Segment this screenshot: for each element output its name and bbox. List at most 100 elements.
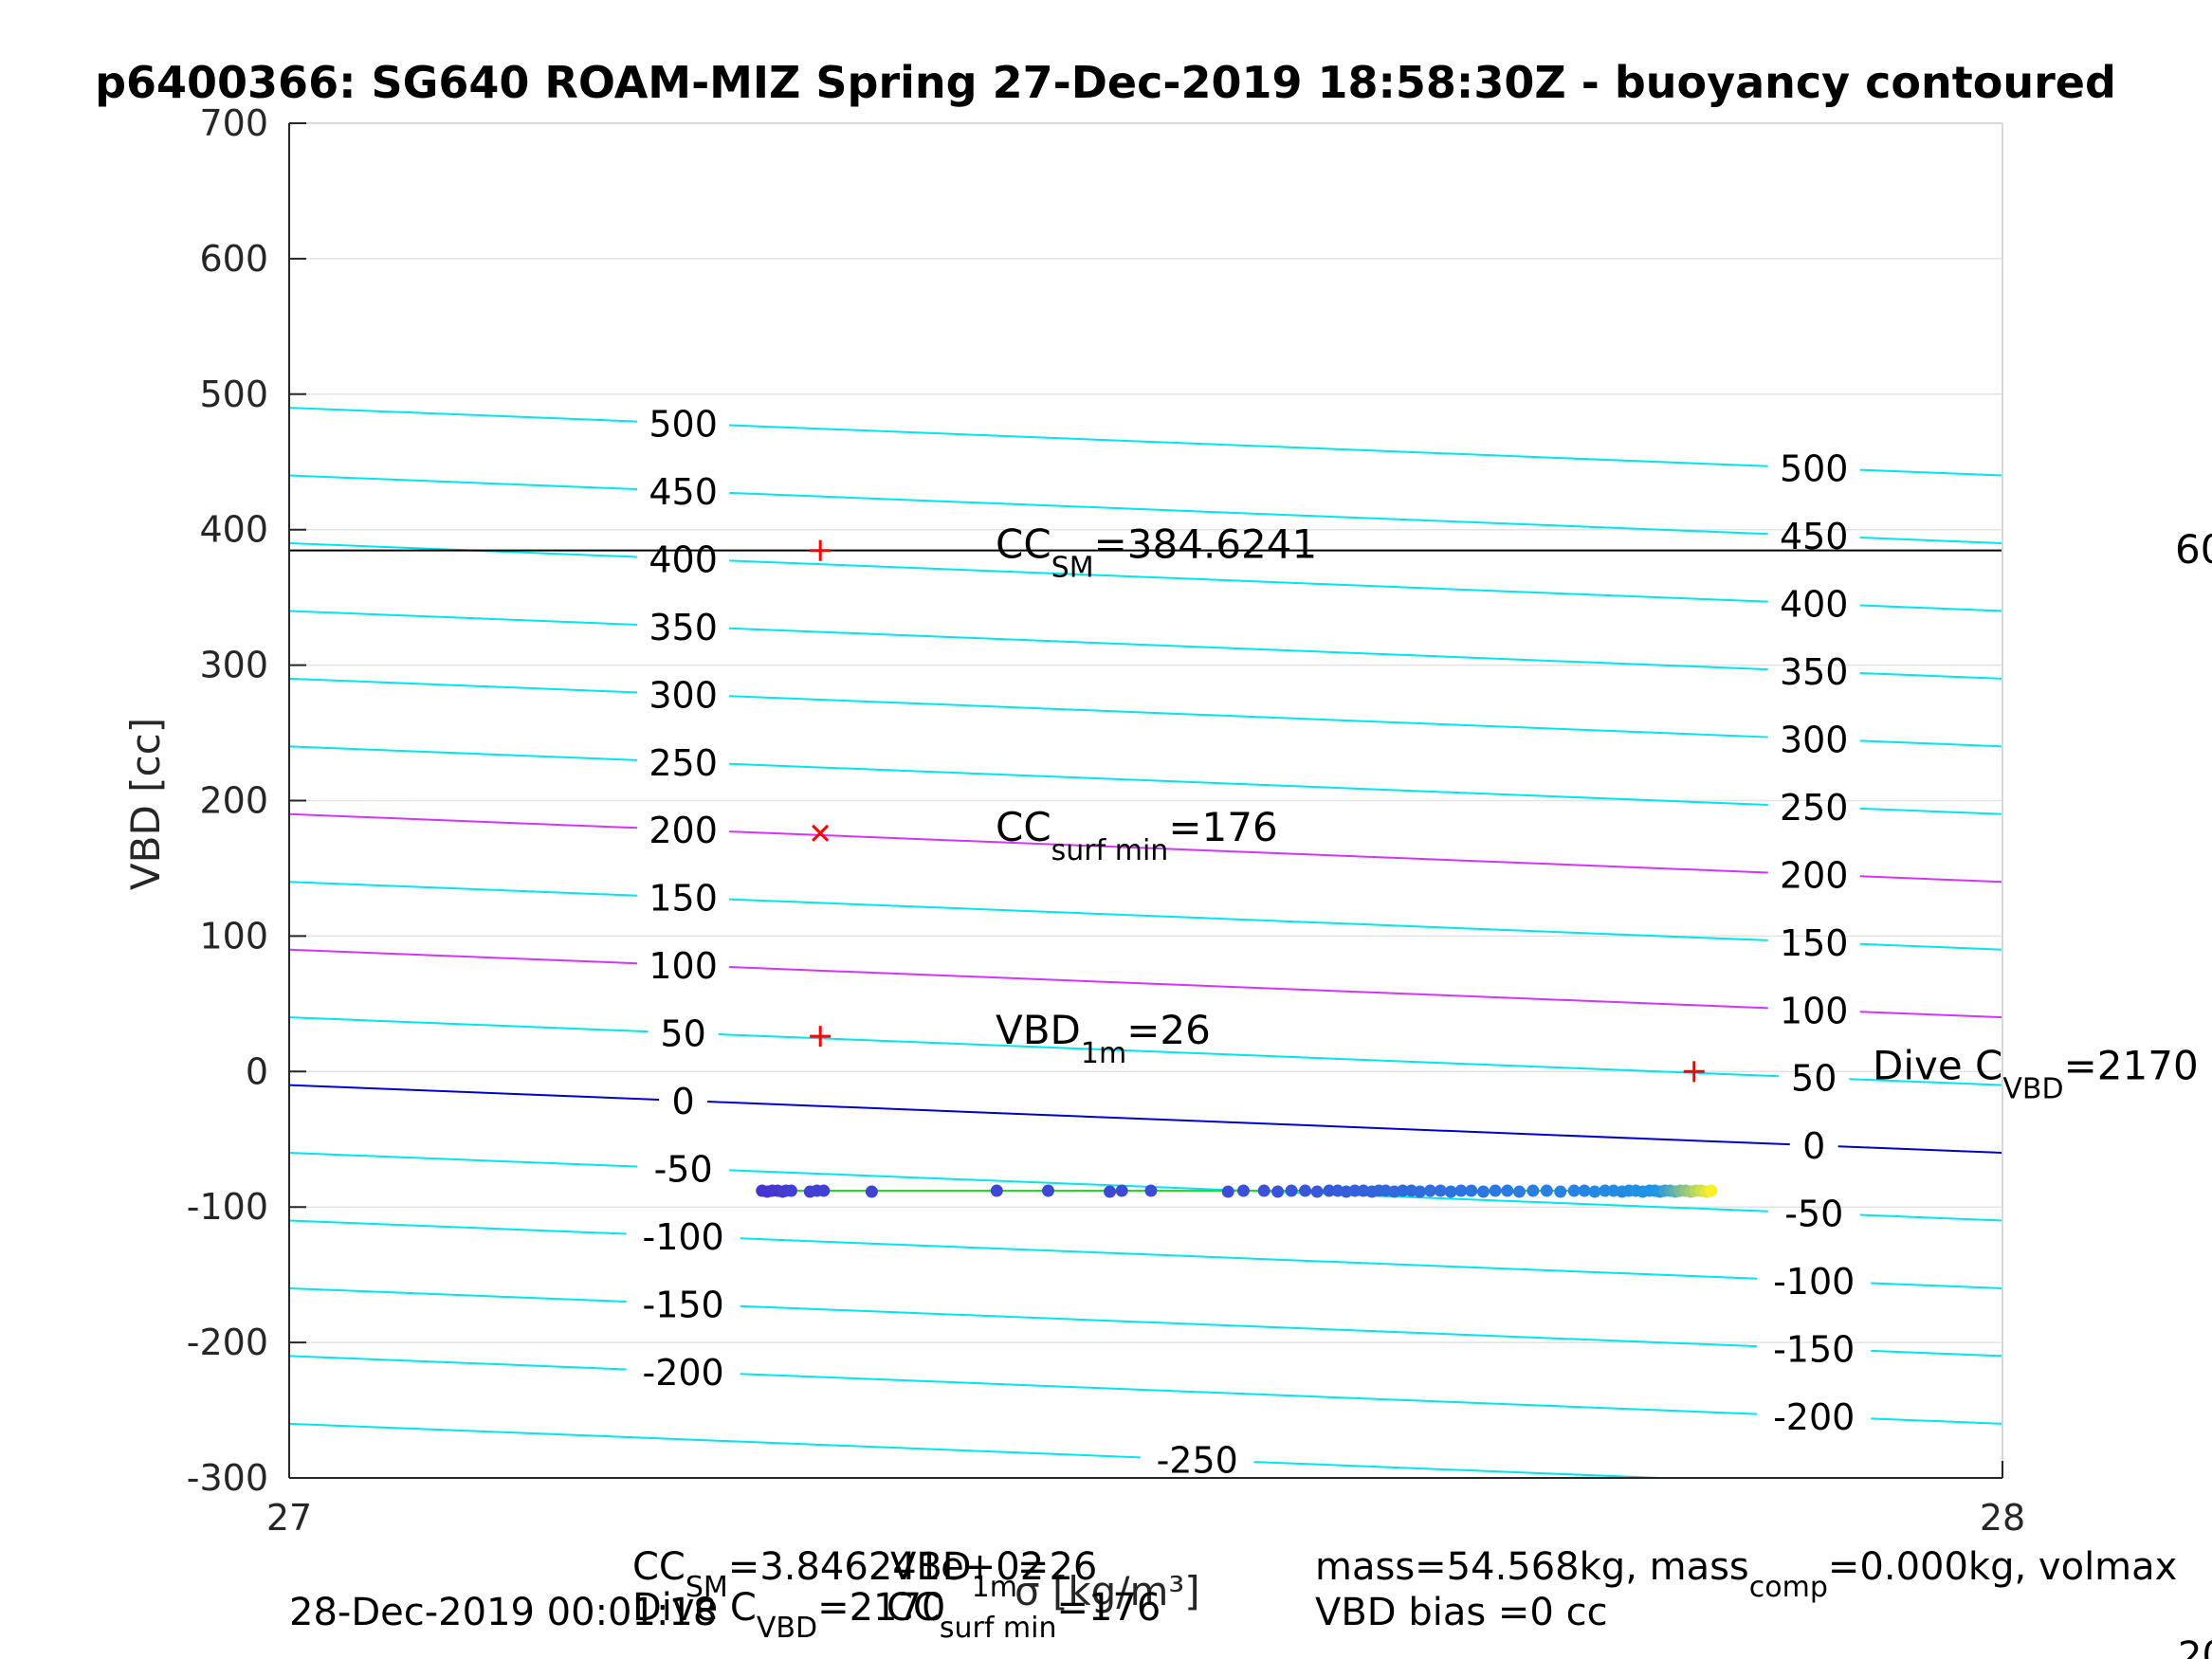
sample-point: [1526, 1184, 1540, 1197]
contour-line-150: [288, 881, 638, 897]
right-edge-text: 60: [2175, 526, 2212, 573]
y-tick-label: -100: [187, 1186, 268, 1228]
footer-cc-surf-tail: =176: [1057, 1586, 1161, 1630]
sample-point: [1540, 1184, 1553, 1197]
footer-cc-surf: CCsurf min=176: [887, 1586, 1161, 1645]
contour-label--200: -200: [642, 1352, 723, 1394]
y-tick-label: 500: [199, 374, 268, 415]
marker-x-b: [812, 824, 830, 842]
contour-label--100: -100: [1773, 1261, 1855, 1303]
footer-vbd-1m: VBD1m=26: [890, 1545, 1097, 1604]
footer-vbd-1m-main: VBD: [890, 1545, 972, 1589]
contour-label-300: 300: [1780, 719, 1849, 760]
contour-line-450: [288, 474, 638, 491]
contour-line-100: [729, 966, 1768, 1010]
sample-point: [1501, 1184, 1514, 1197]
marker-label-1: CCsurf min=176: [996, 804, 1278, 867]
sample-point: [1236, 1184, 1250, 1197]
y-tick-label: 300: [199, 645, 268, 686]
marker-0: CCSM=384.6241: [810, 521, 1317, 585]
footer-dive-c-tail: =2170: [817, 1586, 945, 1630]
contour-label--100: -100: [642, 1216, 723, 1258]
sample-point: [1285, 1184, 1298, 1197]
sample-point: [990, 1184, 1003, 1197]
marker-label-0: CCSM=384.6241: [996, 521, 1317, 585]
marker-2: VBD1m=26: [810, 1007, 1211, 1070]
contour-label-400: 400: [649, 538, 718, 580]
contour-label-500: 500: [1780, 448, 1849, 490]
x-tick-label: 28: [1980, 1497, 2025, 1539]
sample-point: [1397, 1184, 1410, 1197]
contour-line--100: [1871, 1282, 2003, 1289]
sample-point: [1489, 1184, 1502, 1197]
contour-line--50: [288, 1152, 638, 1168]
footer-cc-surf-sub: surf min: [940, 1612, 1057, 1645]
contour-line-100: [1859, 1011, 2003, 1019]
contour-line-200: [288, 812, 638, 830]
contour-line--150: [1871, 1349, 2003, 1358]
contour-label-350: 350: [1780, 651, 1849, 693]
contour-line-250: [729, 762, 1768, 807]
sample-point: [1705, 1184, 1718, 1197]
contour-line-500: [288, 407, 638, 423]
contour-line-50: [1849, 1078, 2003, 1086]
y-tick-label: 700: [199, 102, 268, 144]
sample-point: [1454, 1184, 1468, 1197]
footer-dive-c-main: Dive C: [632, 1586, 757, 1630]
sample-point: [1578, 1184, 1591, 1197]
contour-line-0: [288, 1084, 660, 1102]
contour-line-500: [729, 424, 1768, 467]
y-tick-label: 100: [199, 915, 268, 957]
sample-point: [1144, 1184, 1158, 1197]
contour-label--150: -150: [1773, 1329, 1855, 1371]
marker-label-3: Dive CVBD=2170: [1873, 1042, 2199, 1105]
sample-point: [1476, 1185, 1490, 1198]
sample-point: [1299, 1184, 1312, 1197]
sample-point: [1221, 1185, 1234, 1198]
contour-line-50: [718, 1033, 1780, 1078]
contour-line-100: [288, 948, 638, 965]
footer-vbd-1m-tail: =26: [1017, 1545, 1097, 1589]
contour-line--100: [740, 1237, 1758, 1280]
contour-line--150: [740, 1304, 1758, 1348]
sample-points: [756, 1184, 1718, 1198]
sample-point: [1567, 1184, 1581, 1197]
sample-point: [1104, 1185, 1117, 1198]
contour-line-150: [1859, 942, 2003, 951]
sample-point: [1599, 1184, 1612, 1197]
sample-point: [784, 1184, 797, 1197]
contour-line-400: [729, 559, 1768, 603]
contour-label-250: 250: [649, 742, 718, 784]
footer-mass-sub: comp: [1749, 1571, 1828, 1604]
marker-label-main: VBD: [996, 1007, 1081, 1053]
contour-label-100: 100: [1780, 990, 1849, 1031]
sample-point: [865, 1185, 878, 1198]
contour-label-400: 400: [1780, 584, 1849, 626]
y-tick-label: -300: [187, 1457, 268, 1499]
contour-line-50: [288, 1016, 649, 1033]
footer-vbd-1m-sub: 1m: [972, 1571, 1017, 1604]
contour-line--250: [1253, 1461, 1660, 1479]
footer-corner-text: 20: [2178, 1634, 2212, 1659]
sample-point: [1423, 1184, 1436, 1197]
footer-mass-tail: =0.000kg, volmax: [1828, 1545, 2177, 1589]
footer-cc-sm: CCSM=3.846241e+02: [632, 1545, 1044, 1604]
sample-point: [1588, 1185, 1601, 1198]
contour-line-0: [707, 1101, 1790, 1146]
contour-line-350: [729, 627, 1768, 671]
marker-label-sub: surf min: [1051, 834, 1169, 867]
contour-label--50: -50: [654, 1148, 713, 1190]
contour-line--100: [288, 1219, 627, 1235]
grid-lines: [288, 122, 2003, 1479]
x-axis-label: σ [kg/m³]: [1015, 1568, 1200, 1614]
sample-point: [1348, 1184, 1362, 1197]
contour-line-250: [288, 745, 638, 761]
contour-label-50: 50: [660, 1013, 705, 1055]
contour-label--250: -250: [1157, 1440, 1238, 1482]
sample-point: [1465, 1184, 1478, 1197]
footer-mass-main: mass=54.568kg, mass: [1315, 1545, 1749, 1589]
sample-point: [1115, 1184, 1128, 1197]
contour-line-200: [1859, 875, 2003, 884]
footer-vbd-bias: VBD bias =0 cc: [1315, 1591, 1608, 1634]
